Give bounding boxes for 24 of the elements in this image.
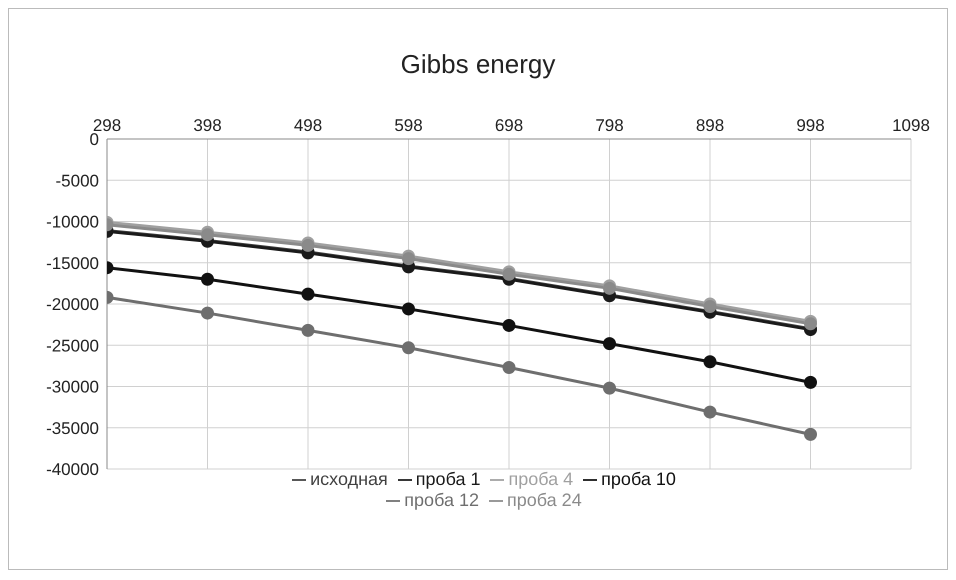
- legend-label: проба 10: [601, 469, 676, 489]
- legend-label: проба 4: [508, 469, 574, 489]
- legend-label: проба 1: [416, 469, 480, 489]
- y-tick-label: -20000: [46, 295, 99, 314]
- y-tick-label: -15000: [46, 254, 99, 273]
- x-tick-label: 1098: [892, 116, 930, 135]
- x-tick-label: 898: [696, 116, 724, 135]
- y-tick-label: -5000: [56, 171, 99, 190]
- y-tick-label: 0: [90, 130, 99, 150]
- x-tick-label: 498: [294, 116, 322, 135]
- x-tick-label: 698: [494, 116, 524, 135]
- x-tick-label: 398: [193, 116, 222, 135]
- x-tick-label: 798: [595, 116, 624, 135]
- y-tick-label: -25000: [46, 336, 99, 356]
- y-tick-label: -40000: [46, 460, 99, 480]
- y-tick-label: -10000: [46, 212, 99, 232]
- y-tick-label: -35000: [46, 418, 99, 438]
- legend-label: проба 12: [404, 490, 479, 510]
- legend-label: проба 24: [507, 490, 582, 510]
- legend-label: исходная: [310, 469, 388, 489]
- x-tick-label: 998: [796, 116, 825, 135]
- x-tick-label: 598: [394, 116, 423, 135]
- y-tick-label: -30000: [46, 378, 99, 397]
- chart-title: Gibbs energy: [400, 49, 556, 80]
